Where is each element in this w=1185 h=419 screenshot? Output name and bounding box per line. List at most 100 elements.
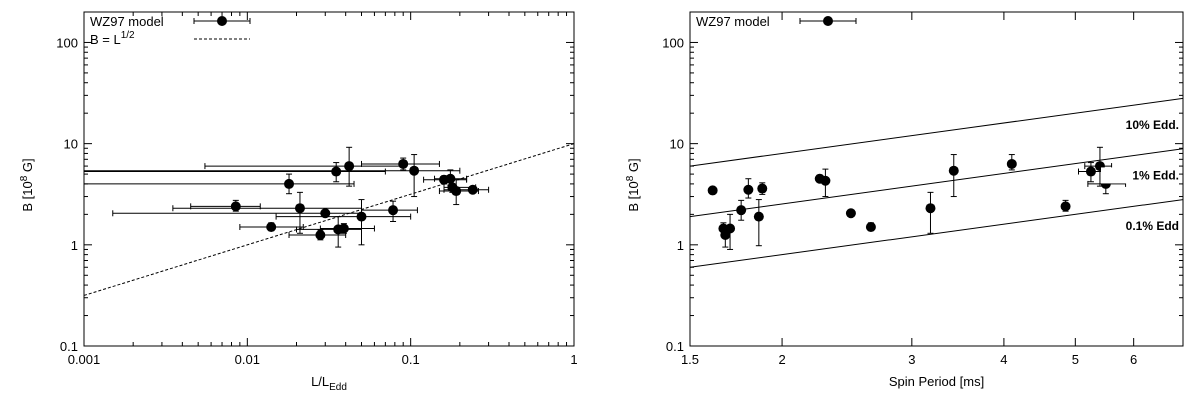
data-point — [725, 213, 736, 250]
data-point — [1006, 154, 1017, 171]
data-marker — [1060, 201, 1071, 212]
data-point — [736, 199, 747, 221]
data-point — [190, 199, 261, 212]
legend-label-superscript: 1/2 — [121, 30, 135, 41]
data-marker — [736, 205, 747, 216]
y-tick-label: 0.1 — [666, 339, 684, 354]
data-marker — [284, 178, 295, 189]
y-tick-label: 1 — [71, 238, 78, 253]
y-axis-label: B [108 G] — [625, 158, 641, 211]
data-point — [1060, 199, 1071, 212]
x-axis-label-subscript: Edd — [329, 382, 347, 393]
annotation-background — [1101, 167, 1177, 184]
y-tick-label: 10 — [64, 137, 78, 152]
line-annotation: 0.1% Edd — [1126, 219, 1179, 233]
data-marker — [743, 184, 754, 195]
line-annotation: 10% Edd. — [1126, 118, 1179, 132]
data-marker — [320, 208, 331, 219]
data-marker — [266, 222, 277, 233]
legend-marker — [823, 16, 833, 26]
data-marker — [356, 211, 367, 222]
x-tick-label: 6 — [1130, 352, 1137, 367]
x-tick-label: 0.01 — [235, 352, 260, 367]
y-axis-label: B [108 G] — [19, 158, 35, 211]
data-marker — [388, 205, 399, 216]
data-point — [296, 216, 362, 248]
data-marker — [344, 161, 355, 172]
data-point — [925, 191, 936, 234]
chart-panel-1: 0.001 0.01 0.1 1 0.1 1 10 100 L/LEdd B [108 G] WZ9… — [19, 11, 578, 393]
x-tick-label: 0.1 — [402, 352, 420, 367]
data-marker — [757, 183, 768, 194]
data-marker — [230, 201, 241, 212]
data-marker — [294, 203, 305, 214]
data-marker — [707, 185, 718, 196]
data-marker — [820, 175, 831, 186]
data-point — [204, 146, 404, 187]
data-marker — [451, 186, 462, 197]
data-point — [443, 184, 490, 195]
y-tick-label: 0.1 — [60, 339, 78, 354]
line-annotation: 1% Edd. — [1132, 168, 1179, 182]
legend-label: WZ97 model — [696, 14, 770, 29]
reference-line-b-eq-sqrt-l — [84, 143, 574, 296]
x-tick-label: 2 — [778, 352, 785, 367]
y-tick-label: 10 — [670, 137, 684, 152]
chart-panel-2: 1.5 2 3 4 5 6 0.1 1 10 100 Spin Period [ms] B [108 … — [625, 11, 1184, 389]
data-point — [84, 162, 386, 183]
data-marker — [467, 184, 478, 195]
data-point — [743, 178, 754, 199]
data-marker — [331, 166, 342, 177]
data-marker — [338, 223, 349, 234]
data-point — [84, 173, 355, 195]
y-axis-label-unit: G] — [626, 158, 641, 175]
y-tick-label: 100 — [662, 35, 684, 50]
data-marker — [1006, 158, 1017, 169]
data-point — [845, 208, 856, 219]
y-tick-label: 1 — [677, 238, 684, 253]
data-point — [360, 157, 440, 171]
data-point — [423, 174, 468, 185]
data-marker — [315, 230, 326, 241]
x-axis-label: L/LEdd — [311, 374, 347, 393]
x-tick-label: 4 — [1000, 352, 1007, 367]
data-marker — [925, 203, 936, 214]
x-tick-label: 1 — [570, 352, 577, 367]
data-marker — [753, 211, 764, 222]
data-point — [275, 199, 412, 246]
y-axis-label-superscript: 8 — [19, 175, 30, 181]
plot-frame — [83, 11, 575, 347]
x-tick-label: 1.5 — [681, 352, 699, 367]
data-point — [948, 154, 959, 198]
data-marker — [445, 173, 456, 184]
data-marker — [409, 165, 420, 176]
plot-frame — [689, 11, 1184, 347]
data-marker — [1085, 166, 1096, 177]
annotation-background — [1101, 218, 1177, 235]
legend-label: B = L1/2 — [90, 30, 135, 47]
y-tick-label: 100 — [56, 35, 78, 50]
data-marker — [398, 158, 409, 169]
annotation-background — [1101, 117, 1177, 134]
plot-area — [690, 97, 1183, 268]
plot-area — [84, 143, 574, 296]
data-point — [360, 200, 418, 223]
data-point — [319, 223, 375, 234]
data-point — [707, 185, 718, 196]
y-axis-label-superscript: 8 — [625, 175, 636, 181]
eddington-line-3 — [690, 199, 1183, 268]
data-marker — [725, 223, 736, 234]
y-axis-label-unit: G] — [20, 158, 35, 175]
eddington-line-2 — [690, 148, 1183, 218]
data-marker — [948, 165, 959, 176]
data-point — [753, 199, 764, 247]
x-tick-label: 0.001 — [68, 352, 101, 367]
data-point — [820, 168, 831, 198]
data-marker — [865, 222, 876, 233]
x-tick-label: 5 — [1072, 352, 1079, 367]
data-point — [865, 222, 876, 233]
legend-label: WZ97 model — [90, 14, 164, 29]
x-tick-label: 3 — [908, 352, 915, 367]
data-marker — [845, 208, 856, 219]
